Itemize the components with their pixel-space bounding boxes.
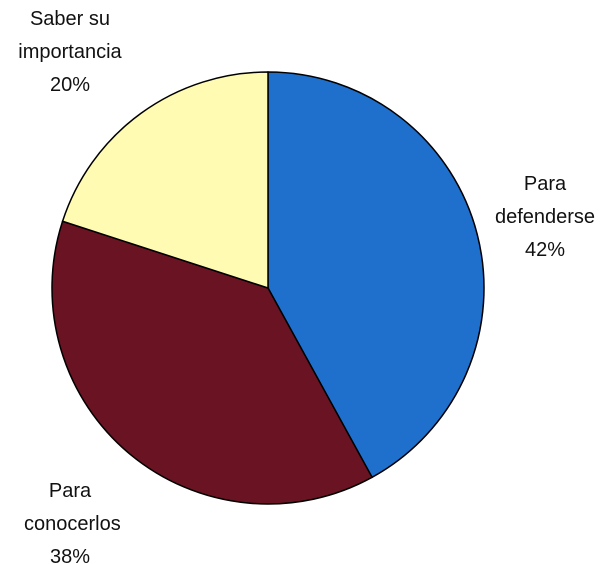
category-label: Saber su importancia <box>18 8 122 63</box>
slice-label: Para conocerlos 38% <box>10 475 130 564</box>
slice-label: Saber su importancia 20% <box>0 3 140 102</box>
pie-slice <box>267 71 485 479</box>
value-label: 20% <box>49 74 91 96</box>
category-label: Para conocerlos <box>24 480 121 535</box>
value-label: 42% <box>524 239 566 261</box>
slice-label: Para defenderse 42% <box>480 168 610 267</box>
category-label: Para defenderse <box>494 173 596 228</box>
pie-slice <box>51 220 374 505</box>
pie-slice <box>61 71 269 290</box>
value-label: 38% <box>49 546 91 564</box>
